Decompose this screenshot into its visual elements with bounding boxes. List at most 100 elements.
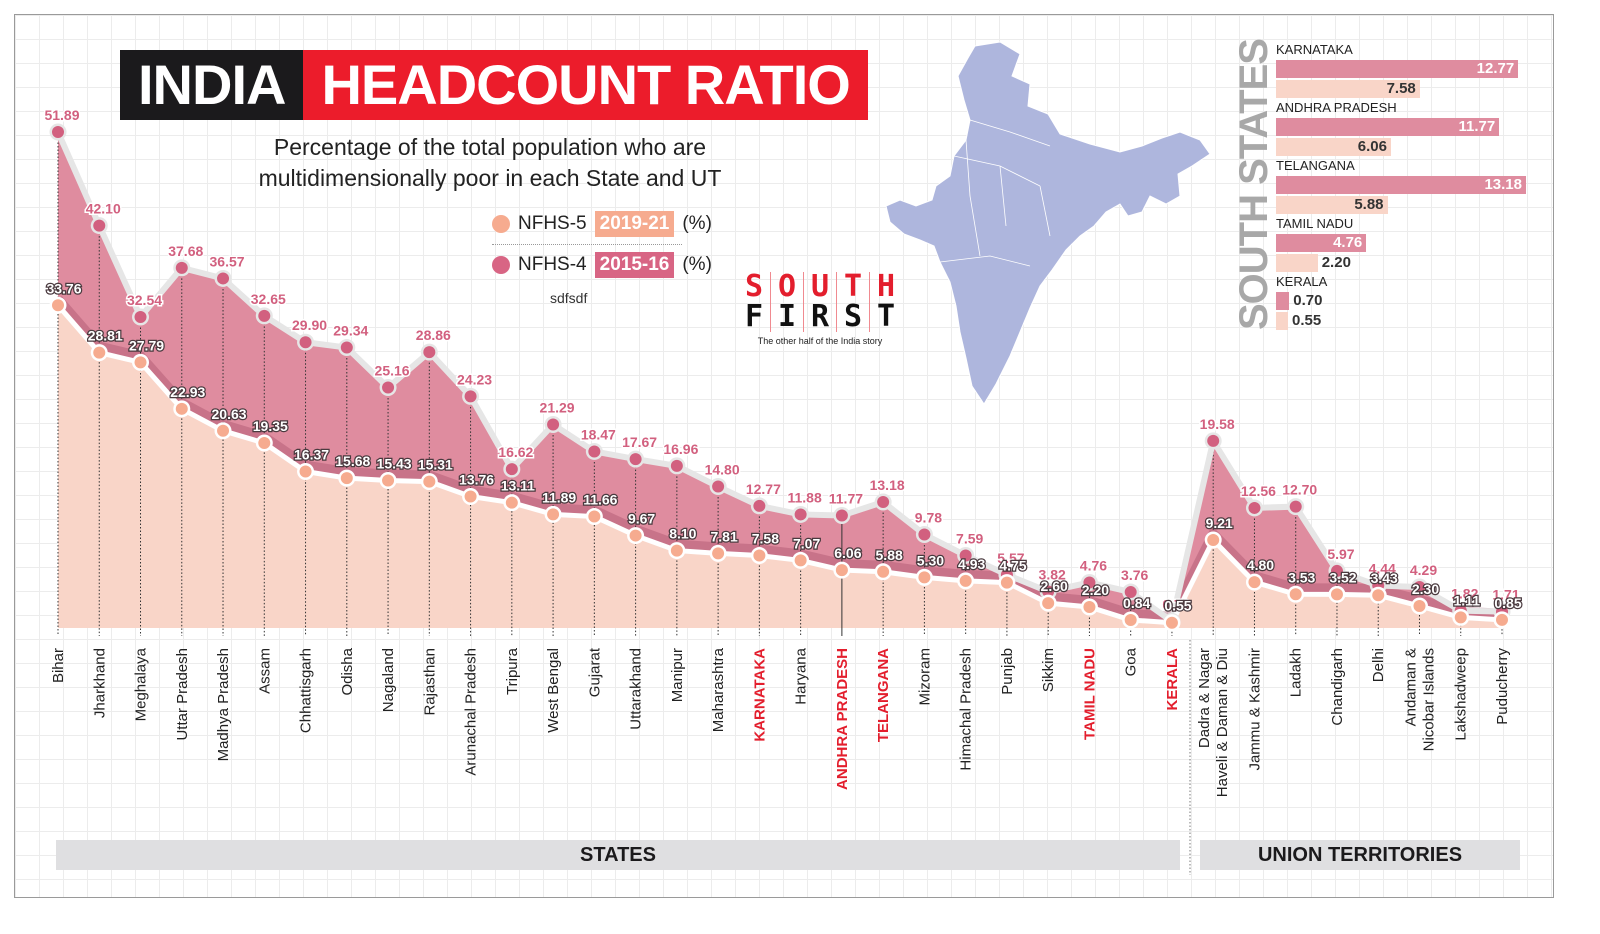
nfhs5-data-label: 0.85 <box>1494 595 1521 611</box>
nfhs5-point <box>423 475 436 488</box>
category-label: Arunachal Pradesh <box>463 648 480 776</box>
nfhs4-point <box>1330 564 1343 577</box>
nfhs4-data-label: 32.65 <box>251 291 286 307</box>
nfhs5-data-label: 27.79 <box>129 337 164 353</box>
nfhs4-point <box>835 509 848 522</box>
nfhs5-point <box>629 529 642 542</box>
nfhs4-data-label: 3.82 <box>1039 566 1066 582</box>
nfhs4-point <box>794 508 807 521</box>
nfhs4-point <box>959 549 972 562</box>
category-label: Jharkhand <box>91 648 108 718</box>
title-part1: INDIA <box>120 50 304 120</box>
south-state-name: TAMIL NADU <box>1276 216 1354 231</box>
nfhs5-point <box>258 437 271 450</box>
nfhs5-point <box>1083 600 1096 613</box>
category-label: Gujarat <box>586 647 603 697</box>
nfhs4-point <box>1248 501 1261 514</box>
nfhs5-point <box>835 564 848 577</box>
south-nfhs5-value: 0.55 <box>1292 312 1322 329</box>
nfhs4-data-label: 16.62 <box>498 444 533 460</box>
nfhs4-point <box>1042 585 1055 598</box>
category-label: Assam <box>256 648 273 694</box>
nfhs4-point <box>93 219 106 232</box>
logo-letter: T <box>869 302 902 332</box>
nfhs5-point <box>217 424 230 437</box>
nfhs4-data-label: 7.59 <box>956 530 983 546</box>
india-map-icon <box>885 41 1211 405</box>
nfhs5-point <box>1207 533 1220 546</box>
nfhs4-data-label: 24.23 <box>457 371 492 387</box>
nfhs4-point <box>382 381 395 394</box>
nfhs5-data-label: 3.52 <box>1329 569 1356 585</box>
nfhs4-data-label: 21.29 <box>540 399 575 415</box>
nfhs5-data-label: 6.06 <box>834 545 861 561</box>
nfhs5-data-label: 15.31 <box>418 457 453 473</box>
category-label: Nagaland <box>380 648 397 712</box>
south-state-name: TELANGANA <box>1276 158 1355 173</box>
nfhs4-data-label: 25.16 <box>375 363 410 379</box>
south-state-name: KERALA <box>1276 274 1328 289</box>
nfhs5-point <box>670 544 683 557</box>
south-nfhs4-value: 0.70 <box>1293 292 1323 309</box>
south-nfhs4-bar: 11.77 <box>1276 118 1500 136</box>
nfhs4-point <box>340 341 353 354</box>
nfhs5-data-label: 0.84 <box>1123 595 1150 611</box>
nfhs5-data-label: 7.07 <box>793 535 820 551</box>
subtitle-line2: multidimensionally poor in each State an… <box>258 165 722 191</box>
nfhs4-data-label: 1.82 <box>1451 586 1478 602</box>
logo-row-south: S O U T H <box>738 272 902 302</box>
nfhs4-data-label: 32.54 <box>127 292 162 308</box>
nfhs5-data-label: 11.89 <box>542 489 576 505</box>
nfhs4-point <box>1207 434 1220 447</box>
nfhs5-point <box>1454 611 1467 624</box>
nfhs5-data-label: 16.37 <box>294 447 329 463</box>
nfhs4-data-label: 4.44 <box>1369 561 1396 577</box>
nfhs5-point <box>382 474 395 487</box>
south-nfhs5-value: 5.88 <box>1354 196 1384 213</box>
category-label: ANDHRA PRADESH <box>834 648 851 790</box>
nfhs4-data-label: 5.57 <box>997 550 1024 566</box>
nfhs5-data-label: 7.58 <box>752 531 779 547</box>
nfhs5-point <box>340 472 353 485</box>
nfhs5-point <box>1042 597 1055 610</box>
nfhs5-data-label: 5.88 <box>876 547 903 563</box>
nfhs5-data-label: 9.67 <box>628 511 655 527</box>
legend-dot-icon <box>492 256 510 274</box>
category-label: Nicobar Islands <box>1420 648 1437 751</box>
nfhs5-data-label: 11.66 <box>583 492 617 508</box>
nfhs5-point <box>959 574 972 587</box>
category-label: Haveli & Daman & Diu <box>1214 648 1231 797</box>
nfhs4-data-label: 19.58 <box>1200 416 1235 432</box>
nfhs4-data-label: 4.29 <box>1410 562 1437 578</box>
infographic-frame <box>14 14 1554 898</box>
logo-letter: U <box>803 272 836 302</box>
nfhs5-point <box>1000 576 1013 589</box>
category-label: Bihar <box>50 648 67 683</box>
nfhs4-data-label: 3.76 <box>1121 567 1148 583</box>
south-nfhs5-bar: 6.06 <box>1276 138 1391 156</box>
logo-row-first: F I R S T <box>738 302 902 332</box>
nfhs4-data-label: 11.88 <box>787 489 821 505</box>
map-borders <box>939 119 1051 267</box>
south-nfhs5-bar: 2.20 <box>1276 254 1351 272</box>
nfhs5-point <box>712 547 725 560</box>
nfhs5-data-label: 4.75 <box>999 558 1026 574</box>
south-state-block: ANDHRA PRADESH 11.77 6.06 <box>1276 100 1536 156</box>
nfhs5-point <box>547 508 560 521</box>
legend: NFHS-5 2019-21 (%) NFHS-4 2015-16 (%) <box>492 206 712 283</box>
nfhs5-data-label: 4.93 <box>958 556 985 572</box>
south-state-name: KARNATAKA <box>1276 42 1353 57</box>
nfhs5-data-label: 2.30 <box>1412 581 1439 597</box>
nfhs5-point <box>1289 588 1302 601</box>
category-label: Mizoram <box>916 648 933 706</box>
nfhs5-data-label: 2.60 <box>1041 578 1068 594</box>
uts-group-label: UNION TERRITORIES <box>1200 840 1520 870</box>
logo-tagline: The other half of the India story <box>757 336 883 346</box>
nfhs5-data-label: 7.81 <box>710 528 737 544</box>
south-states-bars: KARNATAKA 12.77 7.58 ANDHRA PRADESH 11.77 6.0… <box>1276 40 1536 332</box>
subtitle-line1: Percentage of the total population who a… <box>273 134 707 160</box>
nfhs4-point <box>175 261 188 274</box>
category-label: TAMIL NADU <box>1081 648 1098 740</box>
nfhs4-data-label: 17.67 <box>622 434 657 450</box>
nfhs4-data-label: 12.70 <box>1282 482 1317 498</box>
